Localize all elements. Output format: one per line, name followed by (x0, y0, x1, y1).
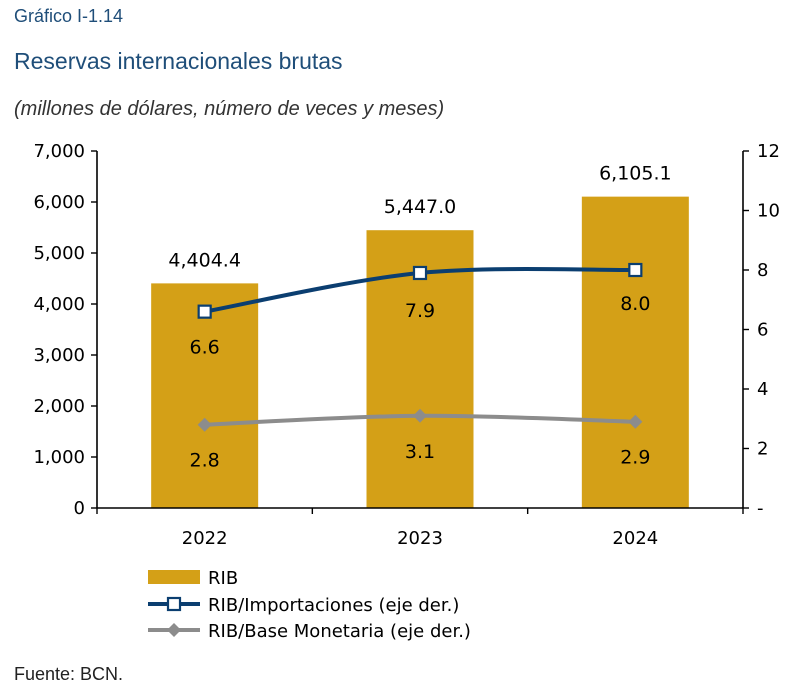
left-tick-label: 1,000 (33, 447, 85, 468)
chart-title: Reservas internacionales brutas (14, 48, 343, 74)
bar-value-label-2022: 4,404.4 (168, 249, 241, 271)
bar-value-label-2024: 6,105.1 (599, 163, 672, 185)
base-monetaria-value-label-2024: 2.9 (620, 447, 650, 469)
left-tick-label: 2,000 (33, 396, 85, 417)
legend-swatch-rib (148, 570, 200, 584)
x-tick-label-2022: 2022 (182, 528, 228, 549)
left-tick-label: 6,000 (33, 192, 85, 213)
figure-label: Gráfico I-1.14 (14, 6, 124, 26)
legend-marker-importaciones (166, 596, 182, 612)
legend-label-base-monetaria: RIB/Base Monetaria (eje der.) (208, 621, 471, 642)
left-tick-label: 7,000 (33, 141, 85, 162)
left-tick-label: 0 (74, 498, 85, 519)
right-tick-label: 12 (757, 141, 780, 162)
marker-base-monetaria-2022 (197, 417, 212, 432)
marker-importaciones-2022 (197, 304, 212, 319)
right-tick-label: 10 (757, 201, 780, 222)
base-monetaria-value-label-2023: 3.1 (405, 441, 435, 463)
legend-label-rib: RIB (208, 568, 238, 589)
lines-layer (197, 262, 643, 432)
importaciones-value-label-2023: 7.9 (405, 300, 435, 322)
bar-value-label-2023: 5,447.0 (384, 196, 457, 218)
marker-base-monetaria-2023 (413, 408, 427, 423)
marker-base-monetaria-2024 (628, 414, 643, 429)
chart-source: Fuente: BCN. (14, 664, 124, 684)
legend: RIB RIB/Importaciones (eje der.) RIB/Base … (148, 568, 471, 642)
chart-subtitle: (millones de dólares, número de veces y … (14, 98, 445, 120)
chart-area: 0 1,000 2,000 3,000 4,000 5,000 6,000 7,000 - 2 4 6… (33, 141, 779, 642)
right-tick-label: 6 (757, 320, 768, 341)
left-tick-label: 4,000 (33, 294, 85, 315)
right-tick-label: 2 (757, 439, 768, 460)
x-tick-label-2024: 2024 (612, 528, 658, 549)
right-tick-label: 4 (757, 379, 768, 400)
importaciones-value-label-2022: 6.6 (190, 337, 220, 359)
bar-2024 (581, 196, 689, 508)
left-tick-label: 5,000 (33, 243, 85, 264)
axes-layer: 0 1,000 2,000 3,000 4,000 5,000 6,000 7,000 - 2 4 6… (33, 141, 779, 549)
marker-importaciones-2024 (628, 262, 643, 278)
right-tick-label: 8 (757, 260, 768, 281)
importaciones-value-label-2024: 8.0 (620, 293, 650, 315)
legend-label-importaciones: RIB/Importaciones (eje der.) (208, 595, 459, 616)
legend-marker-base-monetaria (167, 623, 181, 637)
data-labels-layer: 4,404.4 5,447.0 6,105.1 6.6 7.9 8.0 2.8 3.1 2.9 (168, 163, 671, 472)
base-monetaria-value-label-2022: 2.8 (190, 450, 220, 472)
marker-importaciones-2023 (412, 265, 428, 281)
right-tick-label: - (757, 498, 764, 519)
x-tick-label-2023: 2023 (397, 528, 443, 549)
bar-2022 (151, 283, 259, 508)
left-tick-label: 3,000 (33, 345, 85, 366)
bars-layer (151, 196, 689, 508)
